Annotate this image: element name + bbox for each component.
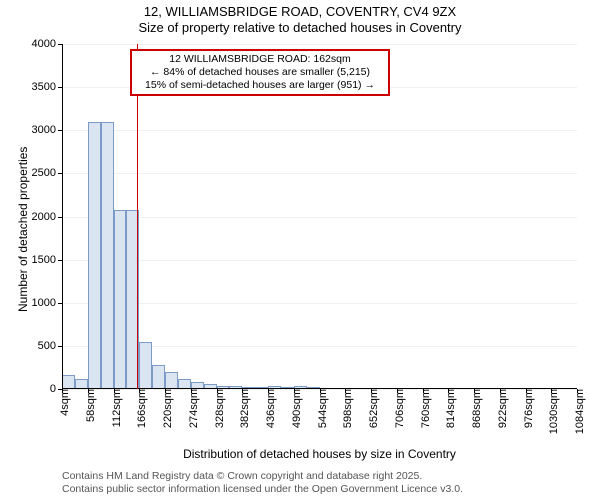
property-size-chart: 12, WILLIAMSBRIDGE ROAD, COVENTRY, CV4 9…	[0, 0, 600, 500]
grid-line	[62, 173, 577, 174]
y-tick-label: 2500	[32, 167, 62, 179]
footer-line-2: Contains public sector information licen…	[62, 483, 463, 496]
grid-line	[62, 217, 577, 218]
x-tick-label: 490sqm	[285, 389, 303, 428]
x-tick-label: 274sqm	[182, 389, 200, 428]
x-tick-label: 652sqm	[362, 389, 380, 428]
title-line-2: Size of property relative to detached ho…	[0, 20, 600, 36]
y-axis-label: Number of detached properties	[16, 146, 30, 311]
grid-line	[62, 260, 577, 261]
y-tick-label: 4000	[32, 38, 62, 50]
x-tick-label: 328sqm	[208, 389, 226, 428]
chart-title-block: 12, WILLIAMSBRIDGE ROAD, COVENTRY, CV4 9…	[0, 4, 600, 35]
histogram-bar	[152, 365, 165, 389]
x-tick-label: 814sqm	[439, 389, 457, 428]
x-tick-label: 1030sqm	[542, 389, 560, 434]
title-line-1: 12, WILLIAMSBRIDGE ROAD, COVENTRY, CV4 9…	[0, 4, 600, 20]
x-tick-label: 598sqm	[336, 389, 354, 428]
grid-line	[62, 303, 577, 304]
x-tick-label: 976sqm	[517, 389, 535, 428]
x-tick-label: 220sqm	[156, 389, 174, 428]
x-tick-label: 868sqm	[465, 389, 483, 428]
x-tick-label: 4sqm	[53, 389, 71, 416]
annotation-line-3: 15% of semi-detached houses are larger (…	[138, 79, 382, 92]
histogram-bar	[139, 342, 152, 389]
histogram-bar	[88, 122, 101, 389]
annotation-line-2: ← 84% of detached houses are smaller (5,…	[138, 66, 382, 79]
grid-line	[62, 130, 577, 131]
histogram-bar	[114, 210, 127, 389]
histogram-bar	[101, 122, 114, 389]
x-tick-label: 112sqm	[105, 389, 123, 427]
annotation-line-1: 12 WILLIAMSBRIDGE ROAD: 162sqm	[138, 53, 382, 66]
x-tick-label: 544sqm	[311, 389, 329, 428]
x-tick-label: 1084sqm	[568, 389, 586, 434]
footer-line-1: Contains HM Land Registry data © Crown c…	[62, 470, 463, 483]
x-tick-label: 436sqm	[259, 389, 277, 428]
histogram-bar	[62, 375, 75, 389]
x-tick-label: 706sqm	[388, 389, 406, 428]
y-tick-label: 3500	[32, 81, 62, 93]
grid-line	[62, 44, 577, 45]
y-tick-label: 1500	[32, 254, 62, 266]
histogram-bar	[165, 372, 178, 389]
reference-annotation-box: 12 WILLIAMSBRIDGE ROAD: 162sqm ← 84% of …	[130, 49, 390, 96]
x-tick-label: 58sqm	[79, 389, 97, 422]
y-tick-label: 1000	[32, 297, 62, 309]
x-tick-label: 922sqm	[491, 389, 509, 428]
y-axis-line	[62, 44, 63, 389]
y-tick-label: 500	[38, 340, 62, 352]
y-tick-label: 2000	[32, 211, 62, 223]
x-axis-label: Distribution of detached houses by size …	[62, 447, 577, 461]
data-source-note: Contains HM Land Registry data © Crown c…	[62, 470, 463, 496]
x-axis-line	[62, 388, 577, 389]
y-tick-label: 3000	[32, 124, 62, 136]
x-tick-label: 760sqm	[414, 389, 432, 428]
x-tick-label: 382sqm	[233, 389, 251, 428]
x-tick-label: 166sqm	[130, 389, 148, 428]
